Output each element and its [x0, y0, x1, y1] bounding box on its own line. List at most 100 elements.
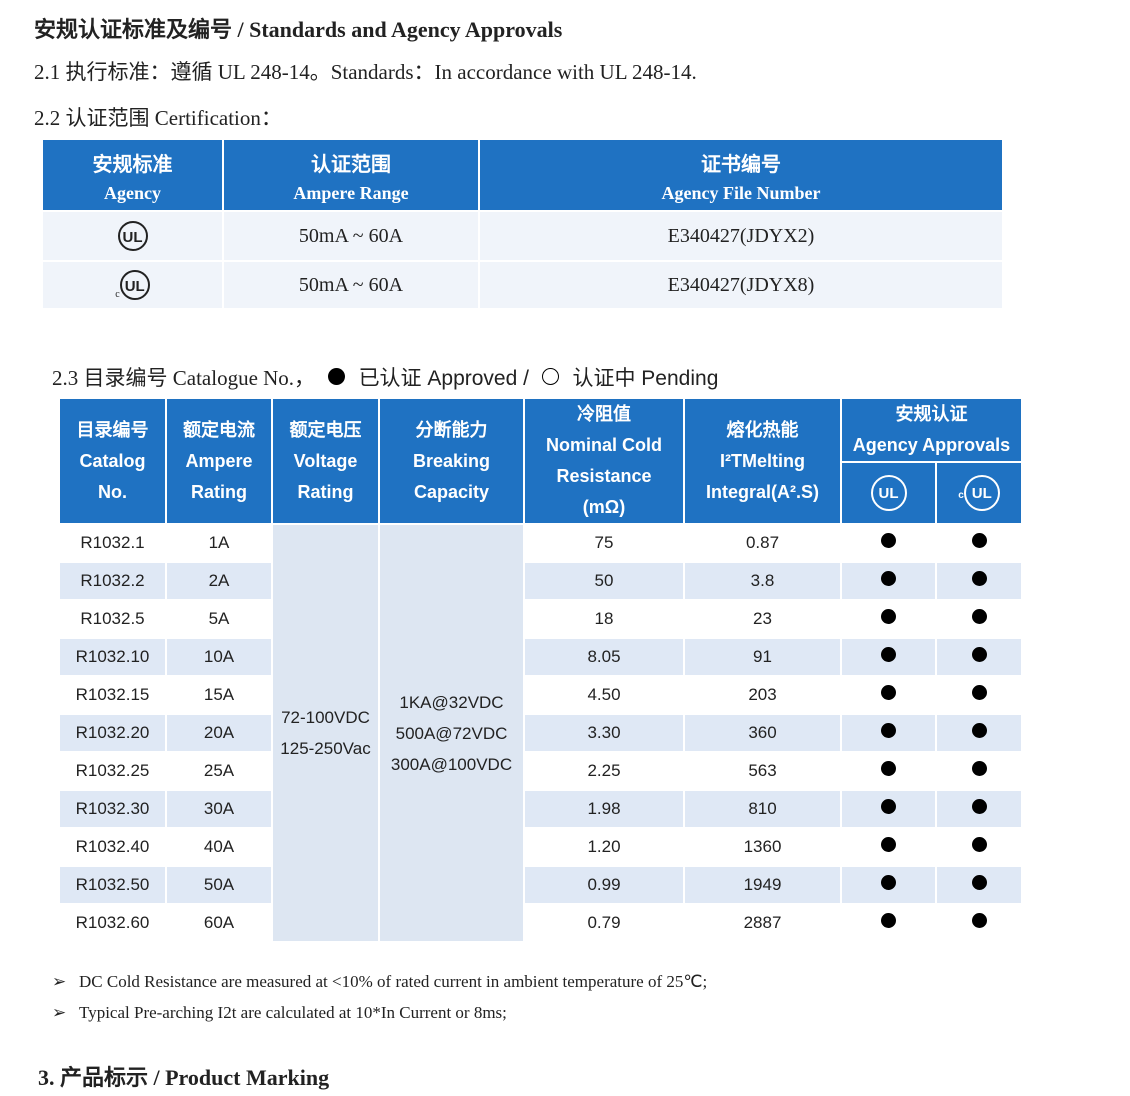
cold-resistance: 1.20	[523, 827, 685, 867]
note-item: ➢ Typical Pre-arching I2t are calculated…	[52, 1003, 507, 1022]
file-number: E340427(JDYX8)	[478, 260, 1004, 310]
cold-resistance: 18	[523, 599, 685, 639]
melting-integral: 810	[683, 789, 842, 829]
header-resistance: 冷阻值 Nominal Cold Resistance (mΩ)	[523, 397, 685, 525]
melting-integral: 23	[683, 599, 842, 639]
ul-status	[840, 865, 937, 905]
catalog-number: R1032.40	[58, 827, 167, 867]
catalog-number: R1032.20	[58, 713, 167, 753]
catalog-table: 目录编号 Catalog No. 额定电流 Ampere Rating 额定电压 Volt…	[58, 397, 1023, 943]
approved-dot-icon	[881, 761, 896, 776]
certification-table: 安规标准 Agency 认证范围 Ampere Range 证书编号 Agency F…	[41, 138, 1004, 310]
approved-dot-icon	[881, 685, 896, 700]
approved-dot-icon	[881, 609, 896, 624]
ampere-rating: 30A	[165, 789, 273, 829]
approved-dot-icon	[881, 723, 896, 738]
approved-dot-icon	[971, 533, 987, 548]
catalog-number: R1032.2	[58, 561, 167, 601]
header-range: 认证范围 Ampere Range	[222, 138, 480, 212]
ampere-range: 50mA ~ 60A	[222, 210, 480, 262]
ul-status	[840, 789, 937, 829]
ampere-rating: 60A	[165, 903, 273, 943]
cul-status	[935, 561, 1023, 601]
cul-mark-icon: UL	[119, 270, 150, 300]
melting-integral: 3.8	[683, 561, 842, 601]
catalog-number: R1032.60	[58, 903, 167, 943]
ampere-rating: 2A	[165, 561, 273, 601]
catalog-number: R1032.30	[58, 789, 167, 829]
approved-dot-icon	[971, 761, 987, 776]
melting-integral: 91	[683, 637, 842, 677]
ampere-rating: 20A	[165, 713, 273, 753]
catalog-number: R1032.1	[58, 523, 167, 563]
cold-resistance: 0.79	[523, 903, 685, 943]
header-ul: UL	[840, 461, 937, 525]
table-row: R1032.2 2A 50 3.8	[58, 561, 1023, 601]
cold-resistance: 1.98	[523, 789, 685, 829]
melting-integral: 203	[683, 675, 842, 715]
header-ampere: 额定电流 Ampere Rating	[165, 397, 273, 525]
c-mark: c	[115, 289, 120, 300]
header-catalog: 目录编号 Catalog No.	[58, 397, 167, 525]
melting-integral: 563	[683, 751, 842, 791]
ampere-rating: 40A	[165, 827, 273, 867]
note-item: ➢ DC Cold Resistance are measured at <10…	[52, 972, 708, 991]
cold-resistance: 0.99	[523, 865, 685, 905]
ampere-rating: 50A	[165, 865, 273, 905]
melting-integral: 1949	[683, 865, 842, 905]
table-row: R1032.25 25A 2.25 563	[58, 751, 1023, 791]
approved-dot-icon	[971, 609, 987, 624]
approved-dot-icon	[881, 837, 896, 852]
catalog-number: R1032.10	[58, 637, 167, 677]
cul-status	[935, 599, 1023, 639]
approved-dot-icon	[881, 533, 896, 548]
cold-resistance: 75	[523, 523, 685, 563]
cold-resistance: 4.50	[523, 675, 685, 715]
ul-status	[840, 675, 937, 715]
catalogue-legend: 2.3 目录编号 Catalogue No.， 已认证 Approved / 认…	[52, 366, 719, 390]
standards-line: 2.1 执行标准：遵循 UL 248-14。Standards：In accor…	[34, 60, 697, 84]
breaking-capacity: 1KA@32VDC 500A@72VDC 300A@100VDC	[378, 523, 525, 943]
approved-dot-icon	[328, 368, 346, 385]
cul-status	[935, 789, 1023, 829]
table-row: R1032.20 20A 3.30 360	[58, 713, 1023, 753]
approved-dot-icon	[881, 799, 896, 814]
ampere-rating: 25A	[165, 751, 273, 791]
ampere-rating: 10A	[165, 637, 273, 677]
cul-status	[935, 637, 1023, 677]
ul-mark-icon: UL	[870, 475, 907, 511]
cul-mark-icon: UL	[963, 475, 1000, 511]
cold-resistance: 2.25	[523, 751, 685, 791]
table-row: R1032.1 1A 72-100VDC 125-250Vac 1KA@32VDC 500…	[58, 523, 1023, 943]
ul-status	[840, 561, 937, 601]
ampere-rating: 1A	[165, 523, 273, 563]
approved-dot-icon	[971, 723, 987, 738]
ul-status	[840, 903, 937, 943]
cul-status	[935, 713, 1023, 753]
melting-integral: 0.87	[683, 523, 842, 563]
approved-dot-icon	[971, 875, 987, 890]
table-row: R1032.30 30A 1.98 810	[58, 789, 1023, 829]
table-row: R1032.15 15A 4.50 203	[58, 675, 1023, 715]
approved-dot-icon	[881, 647, 896, 662]
header-breaking: 分断能力 Breaking Capacity	[378, 397, 525, 525]
header-file: 证书编号 Agency File Number	[478, 138, 1004, 212]
header-agency: 安规标准 Agency	[41, 138, 224, 212]
catalog-number: R1032.50	[58, 865, 167, 905]
catalog-number: R1032.15	[58, 675, 167, 715]
ampere-range: 50mA ~ 60A	[222, 260, 480, 310]
cul-status	[935, 865, 1023, 905]
table-row: c UL 50mA ~ 60A E340427(JDYX8)	[41, 260, 1004, 310]
header-melting: 熔化热能 I²TMelting Integral(A².S)	[683, 397, 842, 525]
ul-status	[840, 637, 937, 677]
arrow-bullet-icon: ➢	[52, 1003, 67, 1022]
ampere-rating: 5A	[165, 599, 273, 639]
table-row: R1032.10 10A 8.05 91	[58, 637, 1023, 677]
cul-status	[935, 751, 1023, 791]
table-row: R1032.60 60A 0.79 2887	[58, 903, 1023, 943]
header-cul: c UL	[935, 461, 1023, 525]
melting-integral: 360	[683, 713, 842, 753]
cul-status	[935, 523, 1023, 563]
approved-dot-icon	[971, 685, 987, 700]
cold-resistance: 50	[523, 561, 685, 601]
